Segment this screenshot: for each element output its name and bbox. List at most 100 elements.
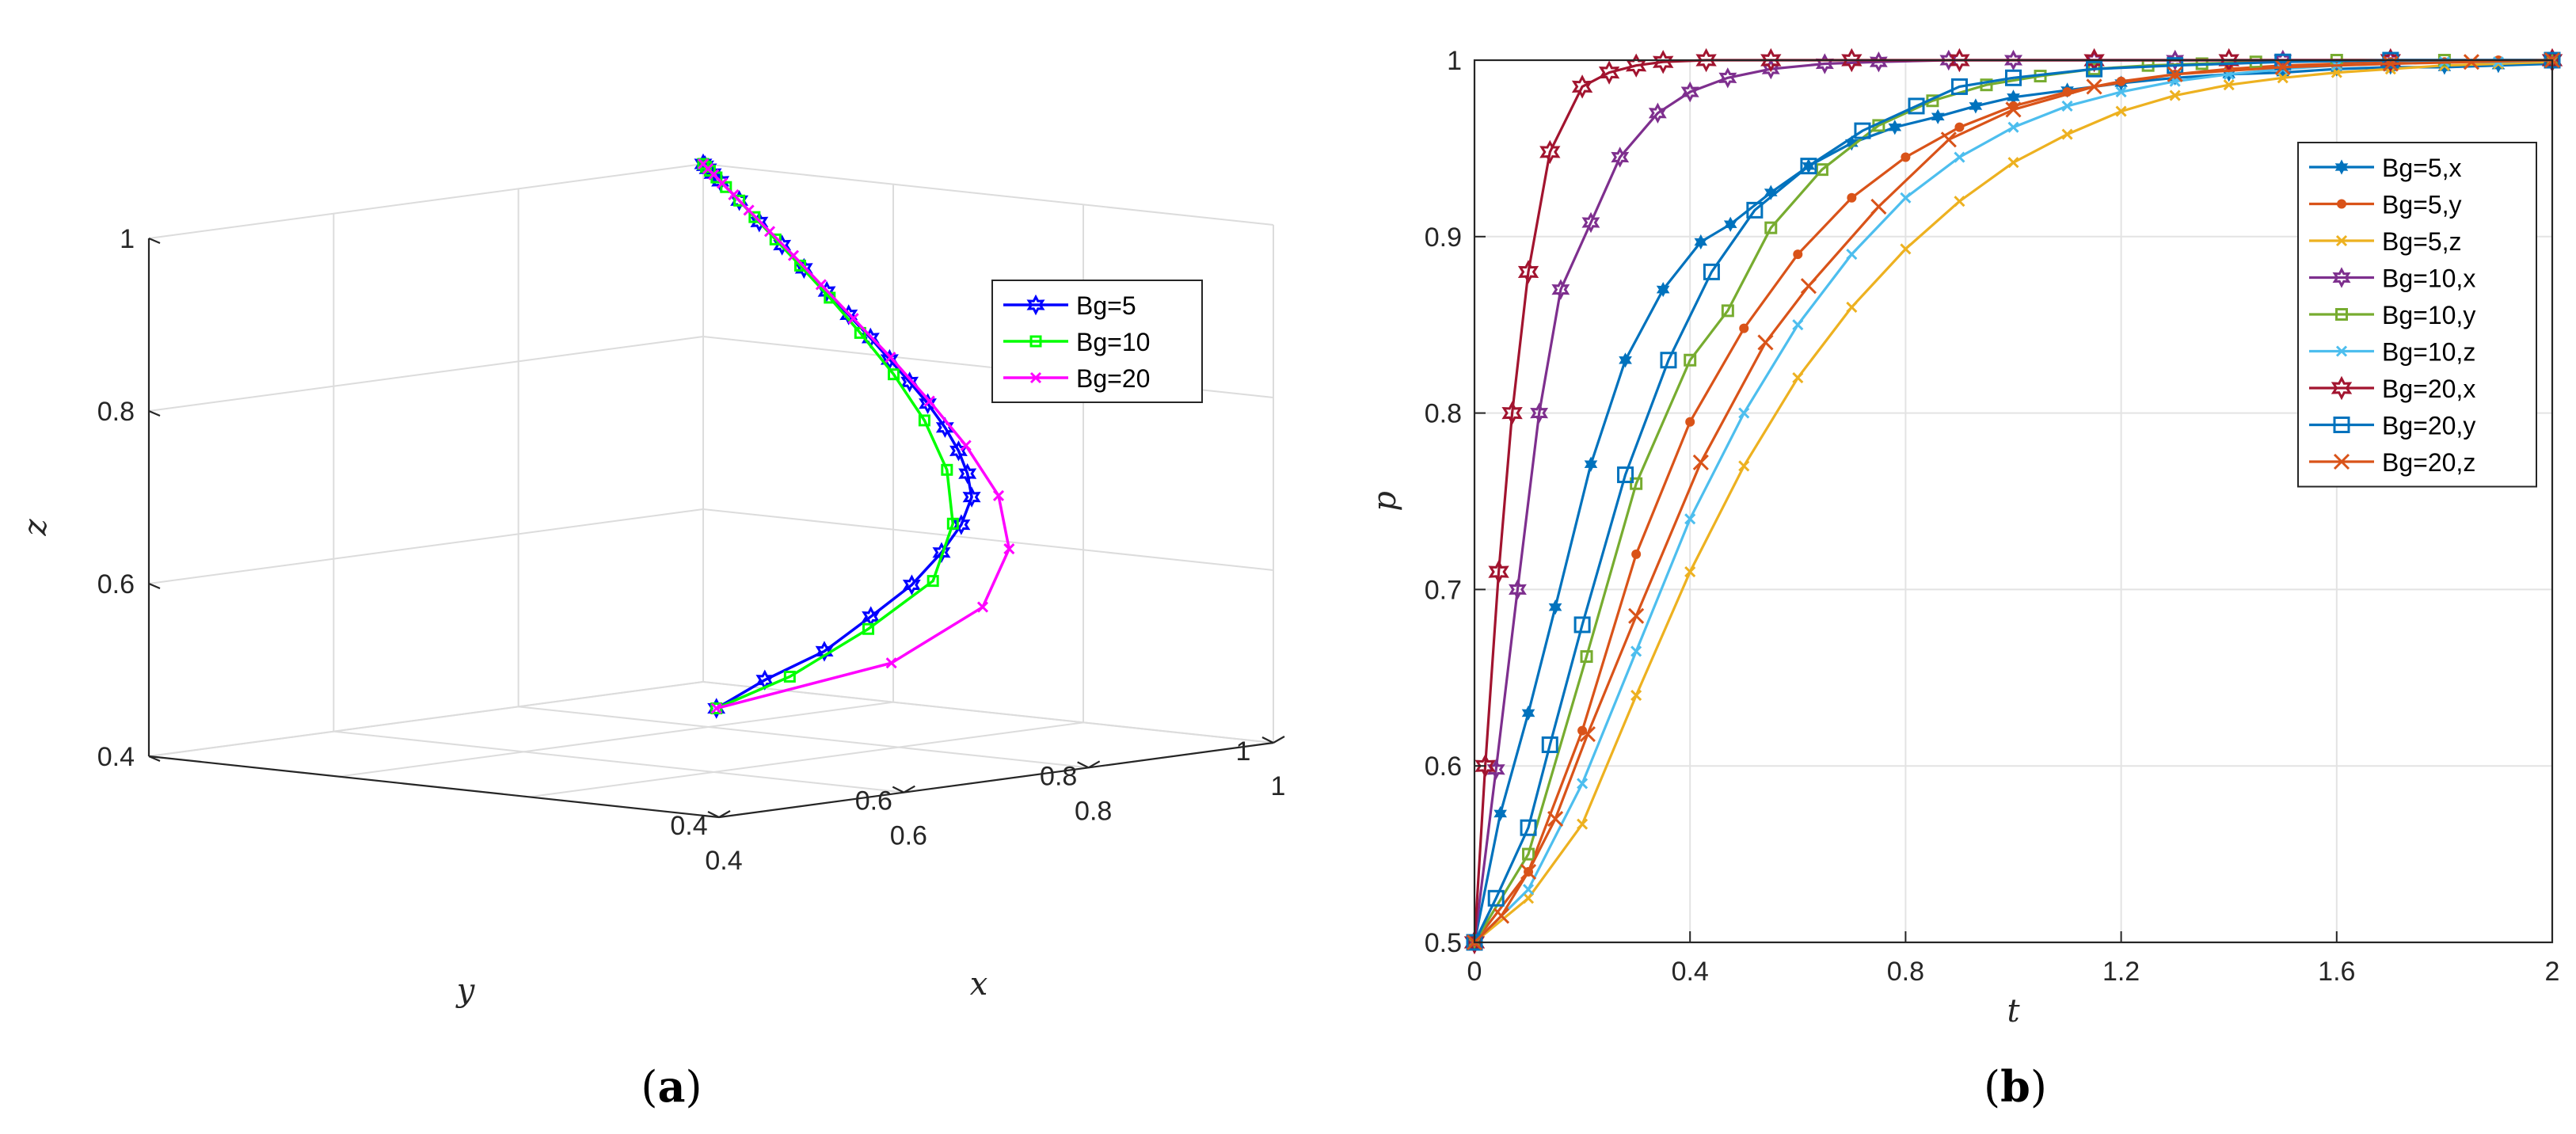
data-point xyxy=(1746,201,1764,219)
data-point xyxy=(1520,819,1537,836)
data-point xyxy=(815,279,827,291)
data-point xyxy=(763,226,776,238)
legend-label: Bg=10 xyxy=(1076,328,1150,356)
floor-gridline xyxy=(338,701,894,778)
data-point xyxy=(1581,211,1600,234)
x-tick-label: 0.4 xyxy=(705,846,742,876)
panel-a-grid xyxy=(148,163,1274,818)
data-point xyxy=(1949,48,1970,73)
data-point xyxy=(1940,131,1957,148)
data-point xyxy=(1551,279,1570,300)
data-point xyxy=(1900,192,1912,204)
data-point xyxy=(1648,102,1667,124)
legend-item: Bg=5,z xyxy=(2309,227,2462,256)
data-point xyxy=(1584,456,1598,472)
x-tick-label: 0.8 xyxy=(1887,957,1924,987)
data-point xyxy=(952,514,971,535)
legend-marker xyxy=(2332,267,2351,288)
data-point xyxy=(1680,81,1699,103)
x-tick xyxy=(707,811,720,818)
legend-item: Bg=20,x xyxy=(2309,375,2475,403)
data-point xyxy=(1954,196,1965,207)
legend-label: Bg=20,y xyxy=(2382,412,2475,440)
x-tick-label: 1 xyxy=(1271,771,1286,801)
data-point xyxy=(2007,121,2019,133)
data-point xyxy=(710,702,722,714)
data-point xyxy=(902,574,921,596)
x-tick-label: 2 xyxy=(2545,957,2560,987)
z-tick xyxy=(148,237,161,245)
data-point xyxy=(1854,122,1871,139)
legend-item: Bg=20 xyxy=(1003,364,1150,393)
data-point xyxy=(1630,690,1642,702)
data-point xyxy=(2167,57,2184,74)
y-tick-label: 0.8 xyxy=(1425,399,1462,429)
data-point xyxy=(958,462,977,485)
data-point xyxy=(862,622,875,635)
floor-gridline xyxy=(333,730,904,793)
data-point xyxy=(728,188,740,201)
back-wall-gridline xyxy=(148,681,704,757)
data-point xyxy=(1888,120,1902,135)
legend-label: Bg=5,x xyxy=(2382,154,2462,182)
data-point xyxy=(1792,371,1804,384)
y-axis-title: y xyxy=(455,972,476,1009)
panel-a-series xyxy=(694,153,1015,719)
legend-label: Bg=20 xyxy=(1076,364,1150,393)
y-tick-label: 0.6 xyxy=(855,786,892,816)
data-point xyxy=(1548,599,1562,615)
data-point xyxy=(2223,79,2235,91)
data-point xyxy=(1579,726,1596,743)
data-point xyxy=(2169,89,2181,101)
y-axis-line xyxy=(148,755,720,819)
back-wall-gridline xyxy=(148,163,704,239)
legend-marker xyxy=(1026,294,1045,316)
z-tick-label: 0.4 xyxy=(97,742,135,772)
x-tick xyxy=(1261,736,1274,744)
series-Bg=20,z xyxy=(1466,51,2561,951)
data-point xyxy=(2115,86,2127,98)
y-tick xyxy=(1088,760,1101,769)
floor-gridline xyxy=(528,721,1084,798)
data-point xyxy=(2166,49,2185,71)
side-wall-gridline xyxy=(702,163,1274,226)
legend-marker xyxy=(1029,371,1042,384)
axes-box xyxy=(1473,59,2554,944)
data-point xyxy=(2003,49,2023,71)
data-point xyxy=(2086,60,2103,78)
back-wall-gridline xyxy=(148,508,704,584)
data-point xyxy=(1488,559,1509,584)
data-point xyxy=(900,371,919,393)
data-point xyxy=(960,440,972,451)
legend-label: Bg=20,z xyxy=(2382,448,2475,477)
data-point xyxy=(1684,353,1697,367)
data-point xyxy=(1628,607,1645,624)
data-point xyxy=(1573,616,1591,634)
data-point xyxy=(716,177,729,189)
data-point xyxy=(1980,78,1993,92)
data-point xyxy=(1908,97,1925,115)
legend-label: Bg=5,z xyxy=(2382,227,2462,256)
data-point xyxy=(783,670,796,683)
data-point xyxy=(1793,249,1803,260)
data-point xyxy=(2005,69,2022,86)
z-tick xyxy=(148,409,161,417)
data-point xyxy=(1869,51,1888,73)
data-point xyxy=(743,204,755,216)
side-wall-gridline xyxy=(702,508,1274,571)
data-point xyxy=(1792,319,1804,331)
data-point xyxy=(1764,185,1778,200)
data-point xyxy=(2274,59,2291,75)
x-tick-label: 1.2 xyxy=(2102,957,2140,987)
legend-label: Bg=5 xyxy=(1076,291,1136,320)
data-point xyxy=(935,417,954,439)
data-point xyxy=(854,326,866,339)
data-point xyxy=(923,395,935,407)
data-point xyxy=(1764,221,1778,234)
data-point xyxy=(927,575,939,588)
data-point xyxy=(1954,122,1965,132)
data-point xyxy=(1652,49,1674,74)
legend-item: Bg=20,y xyxy=(2309,412,2475,440)
data-point xyxy=(1617,466,1634,484)
